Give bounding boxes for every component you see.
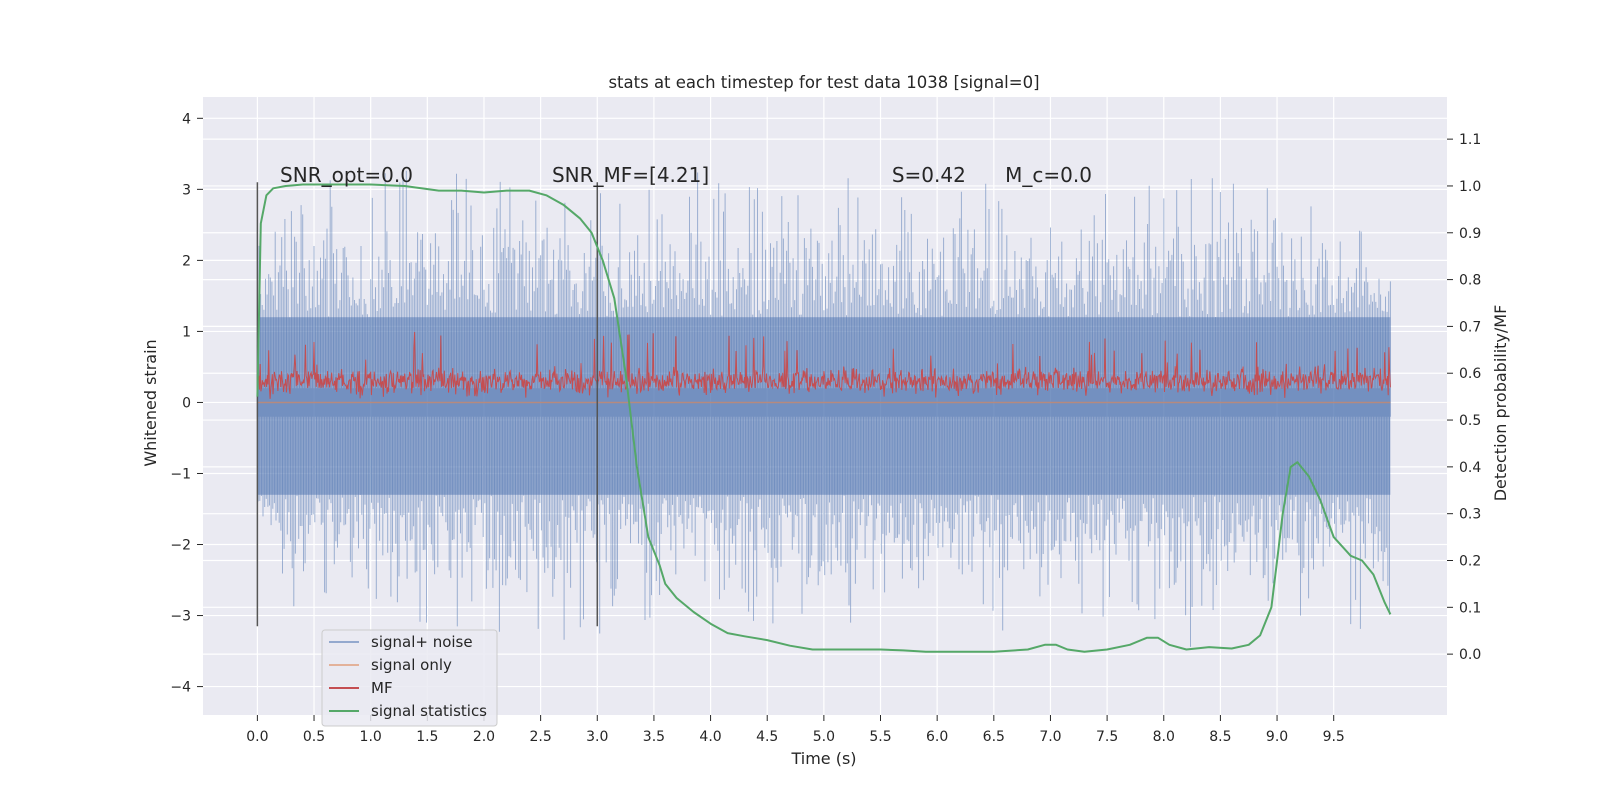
- y-right-tick-label: 0.2: [1459, 554, 1481, 570]
- legend-box: [321, 629, 498, 727]
- x-axis-label: Time (s): [790, 749, 856, 768]
- x-tick-label: 1.5: [416, 729, 438, 745]
- y-left-tick-label: 4: [182, 111, 191, 127]
- x-tick-label: 0.5: [303, 729, 325, 745]
- legend: signal+ noise signal only MF signal stat…: [321, 629, 498, 727]
- x-tick-label: 9.5: [1323, 729, 1345, 745]
- annotation-text: SNR_opt=0.0: [280, 163, 413, 187]
- y-right-tick-label: 0.8: [1459, 273, 1481, 289]
- x-tick-label: 6.0: [926, 729, 948, 745]
- y-right-tick-label: 0.9: [1459, 226, 1481, 242]
- legend-label-mf: MF: [371, 679, 393, 697]
- x-tick-label: 3.5: [643, 729, 665, 745]
- y-axis-right: 0.0 0.1 0.2 0.3 0.4 0.5 0.6 0.7 0.8 0.9 1.0 1.1: [1447, 132, 1481, 663]
- legend-label-signal-only: signal only: [371, 656, 452, 674]
- annotations: SNR_opt=0.0 SNR_MF=[4.21] S=0.42 M_c=0.0: [280, 163, 1092, 187]
- mf-trace: [256, 331, 1391, 399]
- y-axis-left-label: Whitened strain: [141, 339, 160, 466]
- x-tick-label: 5.0: [813, 729, 835, 745]
- y-right-tick-label: 1.1: [1459, 132, 1481, 148]
- y-right-tick-label: 0.3: [1459, 507, 1481, 523]
- annotation-text: M_c=0.0: [1005, 163, 1092, 187]
- chart-title: stats at each timestep for test data 103…: [608, 73, 1039, 92]
- y-right-tick-label: 0.7: [1459, 319, 1481, 335]
- x-tick-label: 2.5: [529, 729, 551, 745]
- x-tick-label: 8.5: [1209, 729, 1231, 745]
- x-tick-label: 3.0: [586, 729, 608, 745]
- y-left-tick-label: 3: [182, 182, 191, 198]
- legend-label-signal-noise: signal+ noise: [371, 633, 473, 651]
- vertical-markers: [256, 182, 599, 627]
- x-tick-label: 0.0: [246, 729, 268, 745]
- x-tick-label: 6.5: [983, 729, 1005, 745]
- legend-label-signal-statistics: signal statistics: [371, 702, 487, 720]
- y-left-tick-label: 1: [182, 324, 191, 340]
- y-right-tick-label: 1.0: [1459, 179, 1481, 195]
- y-right-tick-label: 0.0: [1459, 647, 1481, 663]
- annotation-text: SNR_MF=[4.21]: [552, 163, 709, 187]
- plot-area: SNR_opt=0.0 SNR_MF=[4.21] S=0.42 M_c=0.0: [203, 97, 1447, 715]
- series-signal-noise: [256, 170, 1391, 647]
- y-left-tick-label: −2: [170, 538, 191, 554]
- x-tick-label: 9.0: [1266, 729, 1288, 745]
- y-left-tick-label: −3: [170, 609, 191, 625]
- series-signal-statistics: [256, 183, 1392, 653]
- y-left-tick-label: 0: [182, 395, 191, 411]
- x-tick-label: 4.0: [699, 729, 721, 745]
- y-left-tick-label: 2: [182, 253, 191, 269]
- x-tick-label: 7.5: [1096, 729, 1118, 745]
- x-tick-label: 8.0: [1153, 729, 1175, 745]
- x-axis: 0.0 0.5 1.0 1.5 2.0 2.5 3.0 3.5 4.0 4.5 5.0 5.5 6.0 6…: [246, 715, 1345, 745]
- y-right-tick-label: 0.1: [1459, 600, 1481, 616]
- x-tick-label: 5.5: [869, 729, 891, 745]
- y-right-tick-label: 0.5: [1459, 413, 1481, 429]
- x-tick-label: 4.5: [756, 729, 778, 745]
- x-tick-label: 1.0: [360, 729, 382, 745]
- y-axis-right-label: Detection probability/MF: [1491, 305, 1510, 502]
- x-tick-label: 2.0: [473, 729, 495, 745]
- signal-statistics-trace: [256, 183, 1392, 653]
- x-tick-label: 7.0: [1039, 729, 1061, 745]
- y-left-tick-label: −1: [170, 466, 191, 482]
- y-right-tick-label: 0.4: [1459, 460, 1481, 476]
- y-right-tick-label: 0.6: [1459, 366, 1481, 382]
- y-axis-left: −4 −3 −2 −1 0 1 2 3 4: [170, 111, 203, 696]
- annotation-text: S=0.42: [892, 163, 966, 187]
- series-mf: [256, 331, 1391, 399]
- y-left-tick-label: −4: [170, 680, 191, 696]
